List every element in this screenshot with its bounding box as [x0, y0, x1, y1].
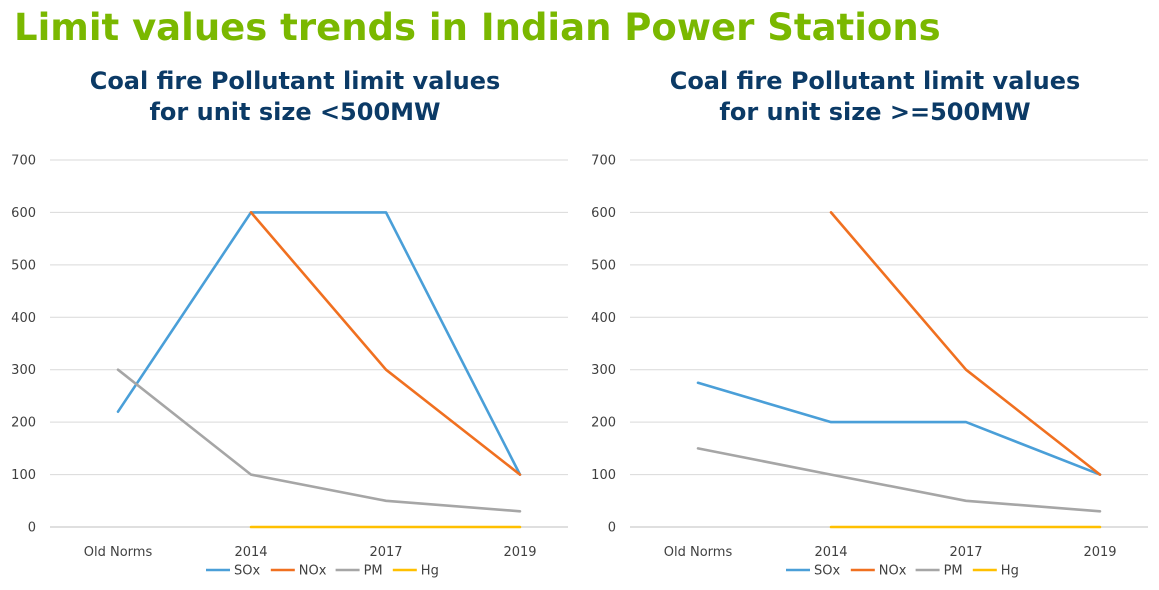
- y-tick-label: 0: [28, 521, 36, 536]
- legend-item-hg: Hg: [972, 564, 1019, 579]
- x-tick-label: 2014: [234, 545, 267, 560]
- chart-title-line2: for unit size >=500MW: [719, 98, 1031, 126]
- line-chart-over-500mw: 0 100 200 300 400 500 600 700 Old Norms 2014 2017 2…: [591, 154, 1148, 579]
- y-tick-label: 400: [11, 311, 36, 326]
- legend-item-hg: Hg: [392, 564, 439, 579]
- series-line-sox: [696, 381, 1102, 476]
- y-tick-label: 500: [11, 258, 36, 273]
- legend-item-sox: SOx: [206, 564, 260, 579]
- x-tick-label: 2017: [369, 545, 402, 560]
- chart-panel-under-500mw: Coal fire Pollutant limit values for uni…: [0, 62, 580, 590]
- x-tick-label: 2017: [949, 545, 982, 560]
- chart-panel-over-500mw: Coal fire Pollutant limit values for uni…: [580, 62, 1159, 590]
- legend-label: Hg: [1001, 564, 1019, 579]
- x-tick-label: Old Norms: [664, 545, 733, 560]
- series-line-pm: [116, 368, 522, 513]
- y-tick-label: 700: [591, 154, 616, 169]
- x-tick-label: Old Norms: [84, 545, 153, 560]
- legend-label: NOx: [299, 564, 327, 579]
- line-chart-under-500mw: 0 100 200 300 400 500 600 700 Old Norms 2014 2017 2…: [11, 154, 568, 579]
- legend-item-nox: NOx: [850, 564, 907, 579]
- y-tick-label: 200: [591, 416, 616, 431]
- chart-title-line2: for unit size <500MW: [149, 98, 441, 126]
- x-tick-label: 2014: [814, 545, 847, 560]
- y-tick-label: 300: [591, 363, 616, 378]
- y-tick-label: 600: [11, 206, 36, 221]
- legend-item-pm: PM: [335, 564, 383, 579]
- legend-label: PM: [364, 564, 383, 579]
- legend-label: NOx: [879, 564, 907, 579]
- y-tick-label: 300: [11, 363, 36, 378]
- y-tick-label: 600: [591, 206, 616, 221]
- legend-label: SOx: [234, 564, 260, 579]
- y-tick-label: 100: [11, 468, 36, 483]
- x-tick-label: 2019: [503, 545, 536, 560]
- series-line-nox: [249, 211, 522, 476]
- y-tick-label: 200: [11, 416, 36, 431]
- series-line-nox: [829, 211, 1102, 476]
- legend-label: SOx: [814, 564, 840, 579]
- series-line-pm: [696, 447, 1102, 513]
- legend-item-pm: PM: [915, 564, 963, 579]
- legend-label: Hg: [421, 564, 439, 579]
- y-tick-label: 0: [608, 521, 616, 536]
- y-tick-label: 500: [591, 258, 616, 273]
- y-tick-label: 400: [591, 311, 616, 326]
- legend-item-nox: NOx: [270, 564, 327, 579]
- chart-title-line1: Coal fire Pollutant limit values: [669, 67, 1081, 95]
- series-line-sox: [116, 211, 522, 476]
- y-tick-label: 100: [591, 468, 616, 483]
- y-tick-label: 700: [11, 154, 36, 169]
- chart-title-line1: Coal fire Pollutant limit values: [89, 67, 501, 95]
- page-title: Limit values trends in Indian Power Stat…: [14, 6, 941, 49]
- legend-item-sox: SOx: [786, 564, 840, 579]
- legend-label: PM: [944, 564, 963, 579]
- x-tick-label: 2019: [1083, 545, 1116, 560]
